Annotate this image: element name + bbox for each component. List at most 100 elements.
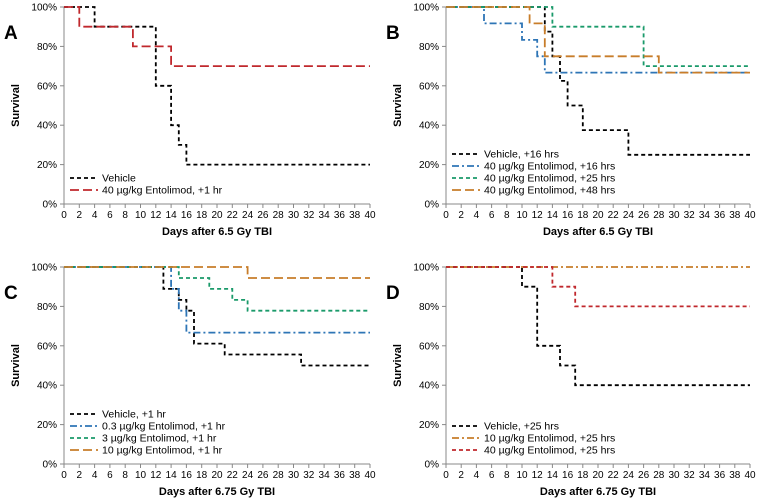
y-axis-title: Survival <box>10 344 22 387</box>
x-tick-label: 2 <box>458 470 464 481</box>
y-tick-label: 0% <box>43 460 58 471</box>
x-tick-label: 2 <box>77 470 83 481</box>
y-tick-label: 20% <box>419 420 439 431</box>
x-tick-label: 38 <box>349 470 361 481</box>
x-tick-label: 32 <box>684 210 696 221</box>
y-tick-label: 100% <box>31 263 57 274</box>
legend-label: 10 µg/kg Entolimod, +1 hr <box>102 445 223 457</box>
x-tick-label: 40 <box>364 210 376 221</box>
x-tick-label: 30 <box>668 210 680 221</box>
y-tick-label: 80% <box>419 42 439 53</box>
series-line-3 <box>446 6 750 67</box>
x-tick-label: 20 <box>211 470 223 481</box>
x-tick-label: 18 <box>196 210 208 221</box>
x-tick-label: 34 <box>319 470 331 481</box>
legend-label: 10 µg/kg Entolimod, +25 hrs <box>484 433 615 445</box>
legend-label: 40 µg/kg Entolimod, +1 hr <box>102 185 223 197</box>
x-tick-label: 22 <box>608 210 620 221</box>
panel-letter: C <box>4 283 18 304</box>
y-tick-label: 0% <box>43 200 58 211</box>
legend-label: 40 µg/kg Entolimod, +25 hrs <box>484 445 615 457</box>
x-tick-label: 4 <box>474 210 480 221</box>
x-tick-label: 6 <box>489 470 495 481</box>
y-tick-label: 40% <box>37 121 57 132</box>
x-tick-label: 28 <box>273 470 285 481</box>
x-tick-label: 16 <box>562 470 574 481</box>
y-tick-label: 20% <box>37 160 57 171</box>
x-tick-label: 34 <box>699 470 711 481</box>
series-line-1 <box>64 266 370 367</box>
x-tick-label: 0 <box>443 210 449 221</box>
y-tick-label: 40% <box>37 381 57 392</box>
y-tick-label: 60% <box>419 81 439 92</box>
x-tick-label: 26 <box>638 210 650 221</box>
x-tick-label: 22 <box>608 470 620 481</box>
x-tick-label: 18 <box>577 470 589 481</box>
x-tick-label: 32 <box>303 210 315 221</box>
legend-label: 40 µg/kg Entolimod, +25 hrs <box>484 173 615 185</box>
x-tick-label: 22 <box>227 470 239 481</box>
x-tick-label: 28 <box>653 210 665 221</box>
series-line-4 <box>64 266 370 279</box>
x-tick-label: 40 <box>364 470 376 481</box>
x-tick-label: 2 <box>458 210 464 221</box>
x-tick-label: 8 <box>504 210 510 221</box>
x-tick-label: 36 <box>714 470 726 481</box>
y-tick-label: 20% <box>419 160 439 171</box>
series-line-3 <box>446 266 750 308</box>
y-tick-label: 80% <box>419 302 439 313</box>
x-tick-label: 4 <box>92 210 98 221</box>
x-tick-label: 16 <box>181 470 193 481</box>
x-tick-label: 24 <box>242 210 254 221</box>
x-tick-label: 0 <box>61 470 67 481</box>
x-tick-label: 16 <box>562 210 574 221</box>
legend-label: 0.3 µg/kg Entolimod, +1 hr <box>102 421 226 433</box>
y-tick-label: 60% <box>37 81 57 92</box>
y-tick-label: 40% <box>419 381 439 392</box>
x-tick-label: 26 <box>638 470 650 481</box>
x-tick-label: 36 <box>334 210 346 221</box>
x-tick-label: 14 <box>166 470 178 481</box>
y-tick-label: 80% <box>37 42 57 53</box>
x-tick-label: 10 <box>135 210 147 221</box>
chart-panel-a: A0%20%40%60%80%100%0 2 4 6 8 10 12 14 16 18 20 22 24… <box>4 3 376 239</box>
y-tick-label: 100% <box>31 3 57 14</box>
series-line-2 <box>446 6 750 74</box>
panel-letter: D <box>386 283 400 304</box>
x-tick-label: 34 <box>699 210 711 221</box>
x-tick-label: 16 <box>181 210 193 221</box>
series-line-2 <box>64 6 370 67</box>
x-tick-label: 38 <box>729 470 741 481</box>
x-tick-label: 8 <box>122 210 128 221</box>
x-tick-label: 24 <box>623 210 635 221</box>
x-tick-label: 12 <box>150 210 162 221</box>
y-tick-label: 60% <box>419 341 439 352</box>
y-tick-label: 40% <box>419 121 439 132</box>
y-axis-title: Survival <box>392 344 404 387</box>
x-tick-label: 26 <box>257 210 269 221</box>
x-tick-label: 18 <box>577 210 589 221</box>
x-tick-label: 32 <box>303 470 315 481</box>
x-tick-label: 10 <box>516 210 528 221</box>
x-tick-label: 20 <box>592 470 604 481</box>
x-axis-title: Days after 6.5 Gy TBI <box>162 226 272 238</box>
x-tick-label: 36 <box>714 210 726 221</box>
y-axis-title: Survival <box>10 84 22 127</box>
chart-panel-c: C0%20%40%60%80%100%0 2 4 6 8 10 12 14 16 18 20 22 24… <box>4 263 376 499</box>
legend-label: Vehicle, +1 hr <box>102 409 166 421</box>
x-tick-label: 0 <box>443 470 449 481</box>
x-tick-label: 12 <box>532 210 544 221</box>
x-tick-label: 8 <box>504 470 510 481</box>
x-axis-title: Days after 6.75 Gy TBI <box>159 486 275 498</box>
x-tick-label: 6 <box>107 210 113 221</box>
y-tick-label: 80% <box>37 302 57 313</box>
x-tick-label: 30 <box>668 470 680 481</box>
panel-letter: A <box>4 23 18 44</box>
x-tick-label: 32 <box>684 470 696 481</box>
x-tick-label: 38 <box>349 210 361 221</box>
series-line-4 <box>446 6 750 74</box>
y-tick-label: 0% <box>425 200 440 211</box>
series-line-1 <box>446 266 750 387</box>
x-tick-label: 28 <box>653 470 665 481</box>
